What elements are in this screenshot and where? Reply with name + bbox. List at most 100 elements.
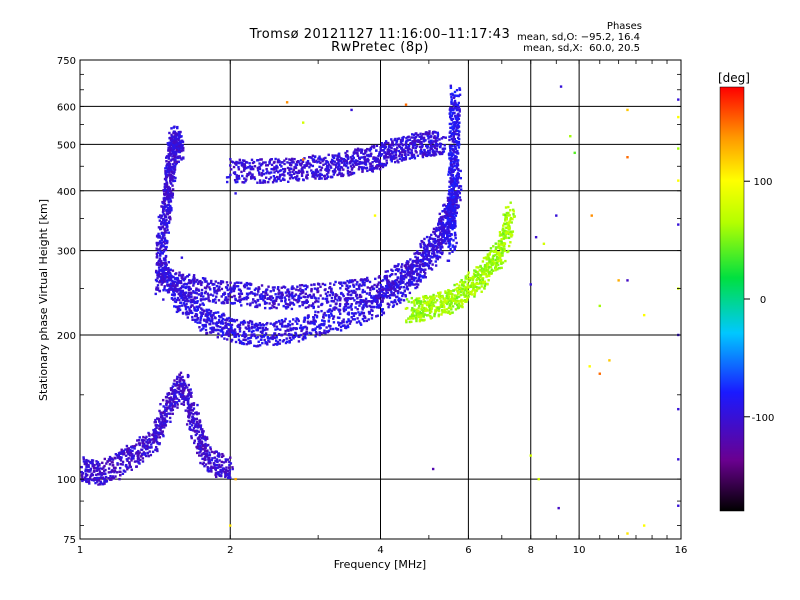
data-point [133,444,137,448]
data-point [260,158,263,161]
data-point [425,151,429,154]
data-point [456,103,459,107]
data-point [341,293,345,296]
data-point [370,145,374,148]
data-point [456,305,460,309]
data-point [206,282,210,286]
data-point [309,164,313,167]
data-point [322,316,325,319]
data-point [214,289,217,293]
data-point [378,167,382,171]
data-point [369,168,372,171]
data-point [459,198,462,202]
data-point [455,287,459,290]
data-point [167,261,170,264]
data-point [141,457,145,460]
data-point [275,325,279,328]
data-point [359,300,363,304]
data-point [314,327,317,330]
data-point [328,286,331,290]
data-point [174,287,178,291]
data-point [178,308,182,312]
data-point [388,285,391,289]
data-point [434,264,438,267]
data-point [442,147,445,150]
data-point [141,460,145,463]
data-point [244,338,247,342]
data-point [470,283,474,286]
data-point [303,316,307,319]
data-point [449,210,453,214]
data-point [416,249,419,253]
data-point [209,331,212,334]
data-point [378,151,381,154]
data-point [423,237,426,241]
data-point [426,145,430,148]
data-points [80,84,680,535]
data-point [450,98,453,101]
data-point [439,291,442,294]
data-point [275,297,278,301]
data-point [419,311,423,315]
data-point [419,145,422,149]
data-point [440,223,444,227]
data-point [429,144,433,147]
data-point [346,150,349,153]
data-point [345,155,348,158]
data-point [455,165,459,168]
data-point [284,329,287,333]
data-point [342,173,345,177]
data-point [379,146,383,149]
data-point [440,241,444,245]
data-point [187,281,190,285]
data-point [169,388,173,392]
data-point [483,287,486,290]
data-point [126,447,129,450]
data-point [267,285,270,288]
data-point [399,282,402,286]
data-point [183,277,187,280]
data-point [192,281,196,285]
data-point [448,189,451,193]
data-point [294,320,297,323]
data-point [501,231,505,234]
data-point [169,420,172,423]
data-point [450,195,454,198]
data-point [280,322,284,325]
data-point [455,88,459,92]
data-point [496,246,499,249]
data-point [114,453,118,456]
data-point [215,295,218,298]
data-point [219,315,222,319]
data-point [450,217,453,220]
data-point [360,149,363,153]
data-point [332,300,336,303]
data-point [505,231,508,234]
data-point [284,300,287,303]
data-point [229,281,232,284]
data-point [399,277,402,281]
data-point [455,192,459,195]
data-point [301,291,305,294]
data-point [451,223,454,227]
data-point [158,420,161,423]
data-point [507,211,510,215]
data-point [408,271,411,274]
data-point [103,481,106,484]
data-point [236,285,240,288]
data-point [292,168,296,171]
data-point [156,449,159,453]
data-point [397,284,400,287]
data-point [419,242,422,246]
data-point [410,281,413,284]
data-point [468,277,472,280]
data-point [448,226,451,229]
data-point [337,161,340,164]
data-point [507,244,511,248]
data-point [144,444,147,447]
data-point [327,319,331,322]
data-point [261,329,265,332]
data-point [380,285,383,288]
data-point [360,311,363,314]
data-point [292,172,296,176]
